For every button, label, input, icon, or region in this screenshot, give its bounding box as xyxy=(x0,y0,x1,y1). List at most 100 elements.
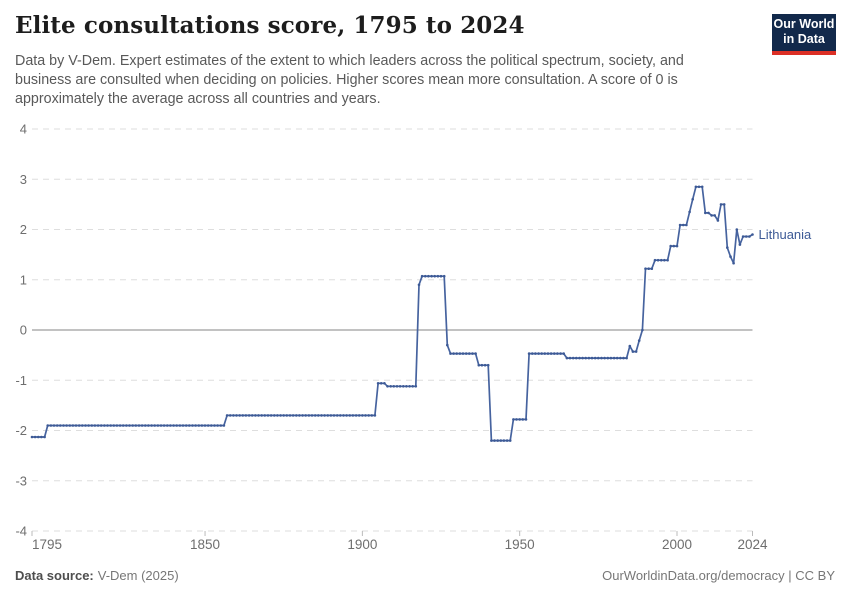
data-point xyxy=(521,418,525,421)
license-link[interactable]: OurWorldinData.org/democracy | CC BY xyxy=(602,568,835,583)
data-point xyxy=(590,356,594,360)
entity-label-lithuania: Lithuania xyxy=(759,227,813,242)
data-point xyxy=(424,274,427,278)
y-tick-label: -4 xyxy=(15,524,27,539)
chart-subtitle: Data by V-Dem. Expert estimates of the e… xyxy=(15,52,684,109)
page-title: Elite consultations score, 1795 to 2024 xyxy=(15,12,525,39)
data-point xyxy=(383,382,386,385)
data-point xyxy=(471,352,474,355)
data-point xyxy=(389,385,393,388)
data-point xyxy=(99,424,103,427)
data-point xyxy=(587,356,591,360)
data-point xyxy=(704,211,707,215)
data-point xyxy=(279,414,282,417)
data-point xyxy=(166,424,169,427)
data-point xyxy=(162,424,166,427)
data-point xyxy=(578,356,581,360)
plot-area[interactable] xyxy=(32,129,753,531)
data-point xyxy=(137,424,141,427)
data-point xyxy=(414,385,418,388)
data-point xyxy=(710,214,713,217)
data-point xyxy=(71,424,75,427)
data-point xyxy=(546,352,550,355)
data-point xyxy=(631,350,635,353)
data-point xyxy=(184,424,188,427)
data-point xyxy=(518,418,521,421)
data-point xyxy=(354,414,358,417)
data-point xyxy=(477,363,481,367)
data-point xyxy=(266,414,270,417)
data-point xyxy=(534,352,537,355)
data-point xyxy=(81,424,84,427)
data-point xyxy=(87,424,90,427)
data-point xyxy=(37,435,40,439)
owid-logo-text: Our World xyxy=(773,17,835,31)
data-point xyxy=(565,356,569,360)
data-point xyxy=(650,267,654,270)
data-point xyxy=(622,356,625,360)
data-point xyxy=(140,424,144,427)
y-tick-label: 3 xyxy=(20,172,27,187)
data-point xyxy=(33,435,37,439)
data-point xyxy=(269,414,273,417)
data-point xyxy=(508,439,512,442)
data-point xyxy=(317,414,320,417)
data-point xyxy=(672,244,676,248)
data-point xyxy=(527,352,531,355)
data-point xyxy=(250,414,254,417)
data-point xyxy=(62,424,65,427)
data-point xyxy=(68,424,72,427)
data-point xyxy=(295,414,298,417)
data-point xyxy=(656,258,660,262)
data-point xyxy=(351,414,355,417)
data-point xyxy=(307,414,311,417)
data-point xyxy=(402,385,405,388)
data-point xyxy=(235,414,238,417)
data-point xyxy=(106,424,109,427)
data-point xyxy=(244,414,248,417)
data-point xyxy=(619,356,622,360)
data-point xyxy=(612,356,616,360)
data-point xyxy=(744,235,748,238)
data-point xyxy=(486,363,490,367)
data-point xyxy=(364,414,367,417)
data-point xyxy=(74,424,78,427)
owid-logo-text: in Data xyxy=(783,32,825,46)
data-point xyxy=(490,439,493,442)
data-point xyxy=(329,414,333,417)
y-tick-label: 0 xyxy=(20,323,27,338)
data-point xyxy=(707,211,710,215)
x-tick-label: 2024 xyxy=(737,537,768,552)
x-tick-label: 2000 xyxy=(662,537,692,552)
data-point xyxy=(103,424,106,427)
data-point xyxy=(430,274,433,278)
data-point xyxy=(417,283,421,287)
data-point xyxy=(455,352,459,355)
data-point xyxy=(666,258,669,262)
data-point xyxy=(273,414,276,417)
data-source: Data source: V-Dem (2025) xyxy=(15,568,179,583)
data-point xyxy=(376,382,380,385)
data-point xyxy=(669,244,672,248)
data-point xyxy=(118,424,122,427)
data-point xyxy=(288,414,292,417)
data-point xyxy=(232,414,235,417)
data-point xyxy=(392,385,396,388)
data-point xyxy=(200,424,204,427)
data-point xyxy=(719,203,723,206)
data-point xyxy=(112,424,116,427)
data-point xyxy=(219,424,223,427)
data-point xyxy=(263,414,267,417)
data-point xyxy=(537,352,540,355)
data-point xyxy=(335,414,339,417)
data-point xyxy=(247,414,251,417)
data-point xyxy=(549,352,553,355)
data-point xyxy=(345,414,348,417)
data-point xyxy=(663,258,666,262)
data-point xyxy=(206,424,210,427)
data-point xyxy=(641,328,644,332)
data-point xyxy=(562,352,565,355)
data-point xyxy=(367,414,371,417)
data-point xyxy=(735,228,739,231)
